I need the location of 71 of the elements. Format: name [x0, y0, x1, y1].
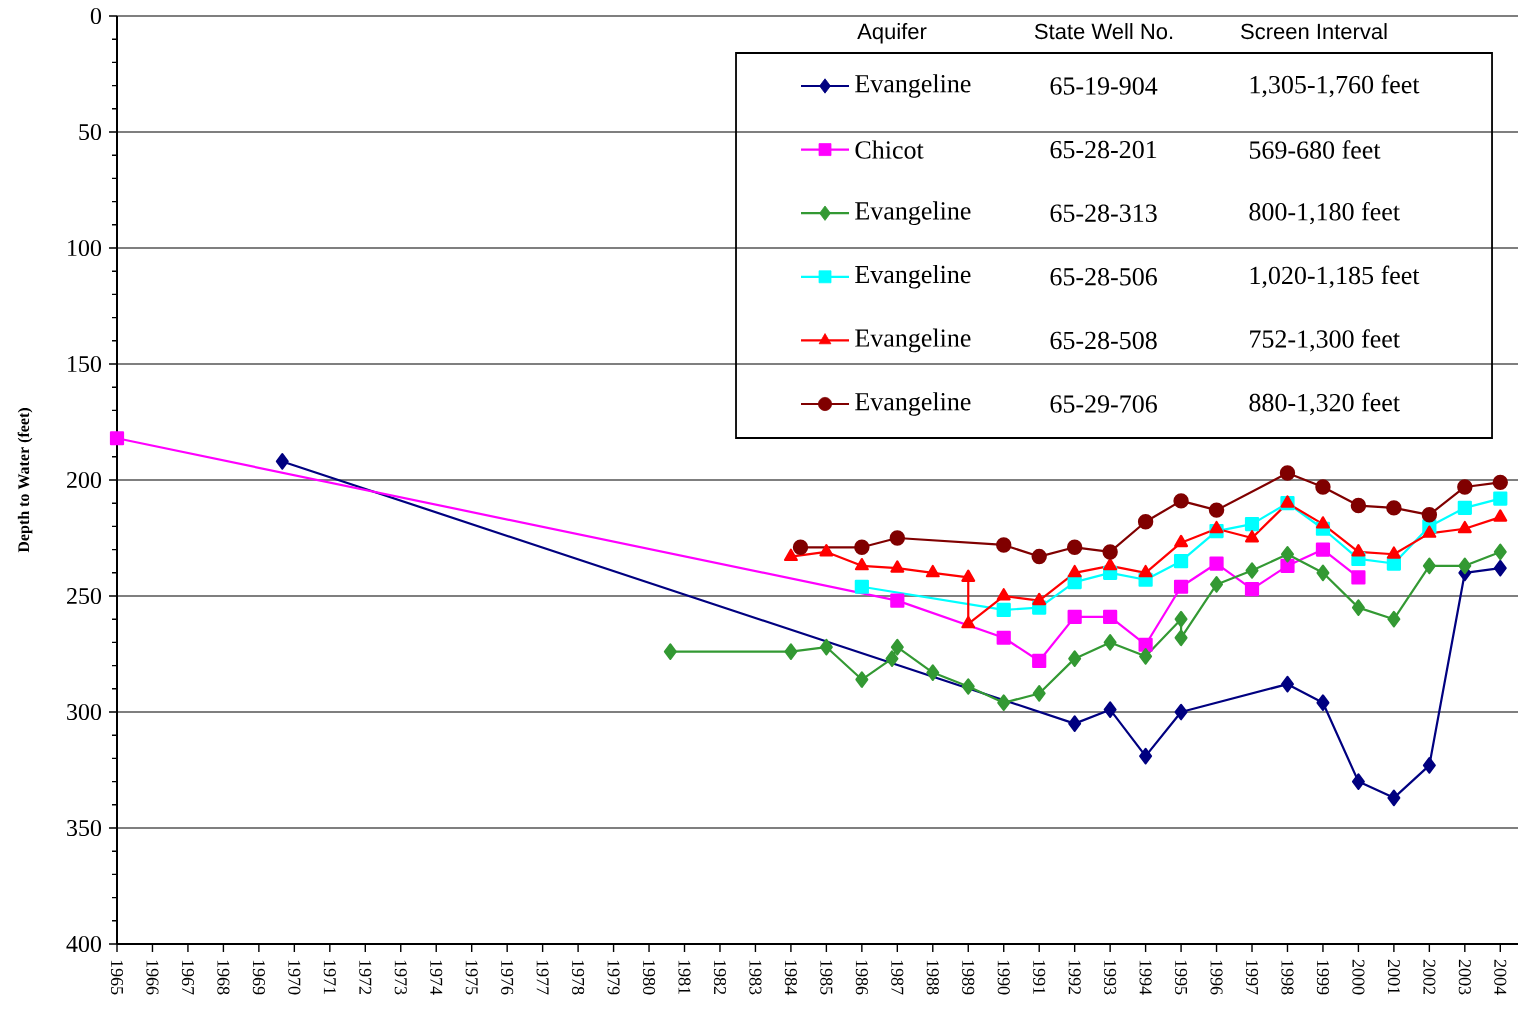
x-tick-label: 1972: [359, 960, 372, 995]
x-tick-label: 1990: [997, 960, 1010, 995]
x-tick-label: 1967: [181, 960, 194, 995]
x-tick-label: 1979: [607, 960, 620, 995]
legend-label: Evangeline: [855, 392, 971, 416]
x-tick-label: 1992: [1068, 960, 1081, 995]
annotation: 880-1,320 feet: [1249, 392, 1400, 416]
y-tick-label: 300: [67, 703, 102, 721]
legend-label: Evangeline: [855, 264, 971, 289]
y-tick-label: 350: [67, 819, 102, 837]
x-tick-label: 1969: [252, 960, 265, 995]
x-tick-label: 1995: [1175, 960, 1188, 995]
x-tick-label: 1994: [1139, 960, 1152, 995]
annotation: 1,020-1,185 feet: [1250, 265, 1420, 288]
x-tick-label: 1970: [288, 960, 301, 995]
x-tick-label: 1993: [1104, 960, 1117, 995]
annotation: 752-1,300 feet: [1250, 329, 1400, 352]
legend-label: Evangeline: [855, 201, 971, 226]
annotation: 569-680 feet: [1249, 140, 1381, 159]
x-tick-label: 1998: [1281, 960, 1294, 995]
annotation: 65-28-508: [1050, 331, 1157, 350]
x-tick-label: 2001: [1387, 959, 1400, 995]
annotation: Aquifer: [857, 23, 927, 44]
y-tick-label: 250: [67, 587, 102, 605]
x-tick-label: 1986: [855, 960, 868, 995]
annotation: 65-28-313: [1050, 204, 1157, 222]
annotation: Screen Interval: [1241, 23, 1387, 40]
x-tick-label: 1981: [678, 960, 691, 995]
x-tick-label: 1985: [820, 960, 833, 995]
legend-label: Evangeline: [855, 74, 971, 98]
x-tick-label: 1965: [110, 960, 124, 995]
x-tick-label: 1966: [146, 960, 159, 995]
x-tick-label: 1974: [430, 960, 443, 995]
y-tick-label: 150: [68, 355, 102, 373]
x-tick-label: 1973: [394, 960, 407, 995]
y-axis-title: Depth to Water (feet): [17, 408, 33, 553]
x-tick-label: 1988: [926, 960, 939, 995]
legend-label: Chicot: [855, 140, 924, 159]
annotation: 65-28-201: [1050, 140, 1157, 159]
x-tick-label: 1983: [749, 960, 762, 995]
x-tick-label: 2000: [1352, 959, 1365, 995]
annotation: 65-19-904: [1050, 77, 1158, 95]
x-tick-label: 1989: [962, 960, 975, 995]
y-tick-label: 100: [68, 239, 102, 257]
annotation: 65-29-706: [1050, 395, 1157, 413]
legend-label: Evangeline: [855, 328, 971, 353]
x-tick-label: 1987: [891, 960, 904, 995]
x-tick-label: 2002: [1423, 959, 1436, 995]
x-tick-label: 1977: [536, 960, 549, 995]
annotation: 65-28-506: [1050, 268, 1157, 286]
y-tick-label: 50: [79, 123, 102, 141]
y-tick-label: 200: [67, 471, 102, 489]
y-tick-label: 400: [66, 935, 102, 953]
x-tick-label: 1997: [1245, 960, 1259, 995]
annotation: 1,305-1,760 feet: [1250, 74, 1420, 98]
x-tick-label: 1975: [465, 960, 478, 995]
x-tick-label: 2003: [1458, 959, 1471, 995]
x-tick-label: 1999: [1316, 960, 1329, 995]
x-tick-label: 2004: [1494, 959, 1507, 995]
x-tick-label: 1976: [501, 960, 514, 995]
x-tick-label: 1971: [323, 960, 336, 995]
x-tick-label: 1980: [642, 960, 656, 995]
annotation: State Well No.: [1034, 23, 1173, 40]
x-tick-label: 1996: [1210, 960, 1223, 995]
x-tick-label: 1982: [713, 960, 727, 995]
x-tick-label: 1978: [572, 960, 585, 995]
x-tick-label: 1984: [784, 960, 797, 995]
annotation: 800-1,180 feet: [1249, 202, 1400, 225]
x-tick-label: 1968: [217, 960, 230, 995]
y-tick-label: 0: [90, 7, 102, 25]
x-tick-label: 1991: [1033, 960, 1046, 995]
